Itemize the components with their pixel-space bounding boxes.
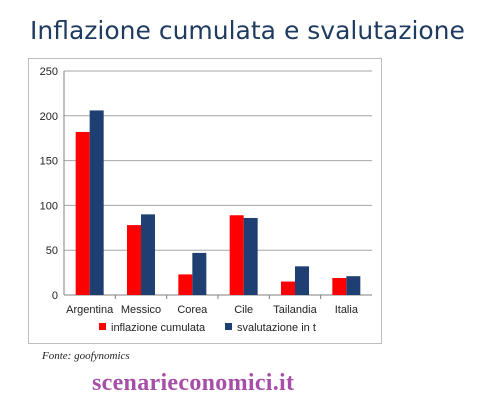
legend-swatch <box>225 323 232 330</box>
x-tick-label: Corea <box>177 304 208 316</box>
chart-frame: 0 50 100 150 200 250 Argentina Messico Corea Cile… <box>28 58 382 344</box>
bar-svalutazione <box>89 110 104 295</box>
bar-inflazione <box>75 131 90 295</box>
bar-chart: 0 50 100 150 200 250 Argentina Messico Corea Cile… <box>40 66 372 334</box>
bar-inflazione <box>229 215 244 295</box>
y-tick-label: 50 <box>46 245 58 257</box>
x-tick-label: Argentina <box>66 304 114 316</box>
x-tick-label: Messico <box>121 304 161 316</box>
x-tick-label: Cile <box>234 304 253 316</box>
chart-title: Inflazione cumulata e svalutazione <box>30 16 465 45</box>
y-tick-label: 100 <box>40 200 58 212</box>
bar-svalutazione <box>346 276 361 295</box>
y-tick-label: 200 <box>40 111 58 123</box>
source-note: Fonte: goofynomics <box>42 350 130 362</box>
x-tick-label: Italia <box>335 304 359 316</box>
bar-svalutazione <box>295 266 309 295</box>
watermark: scenarieconomici.it <box>92 370 295 396</box>
legend-swatch <box>99 323 106 330</box>
bar-svalutazione <box>192 252 207 295</box>
y-tick-label: 250 <box>40 66 58 78</box>
y-tick-label: 0 <box>52 290 58 302</box>
bar-svalutazione <box>141 214 155 295</box>
bar-inflazione <box>281 281 295 295</box>
bar-inflazione <box>178 274 193 295</box>
bar-svalutazione <box>243 217 258 295</box>
y-tick-label: 150 <box>40 156 58 168</box>
legend-label: inflazione cumulata <box>111 322 206 334</box>
legend-label: svalutazione in t <box>237 322 316 334</box>
bar-inflazione <box>332 277 347 295</box>
bar-inflazione <box>127 225 141 295</box>
x-tick-label: Tailandia <box>273 304 317 316</box>
